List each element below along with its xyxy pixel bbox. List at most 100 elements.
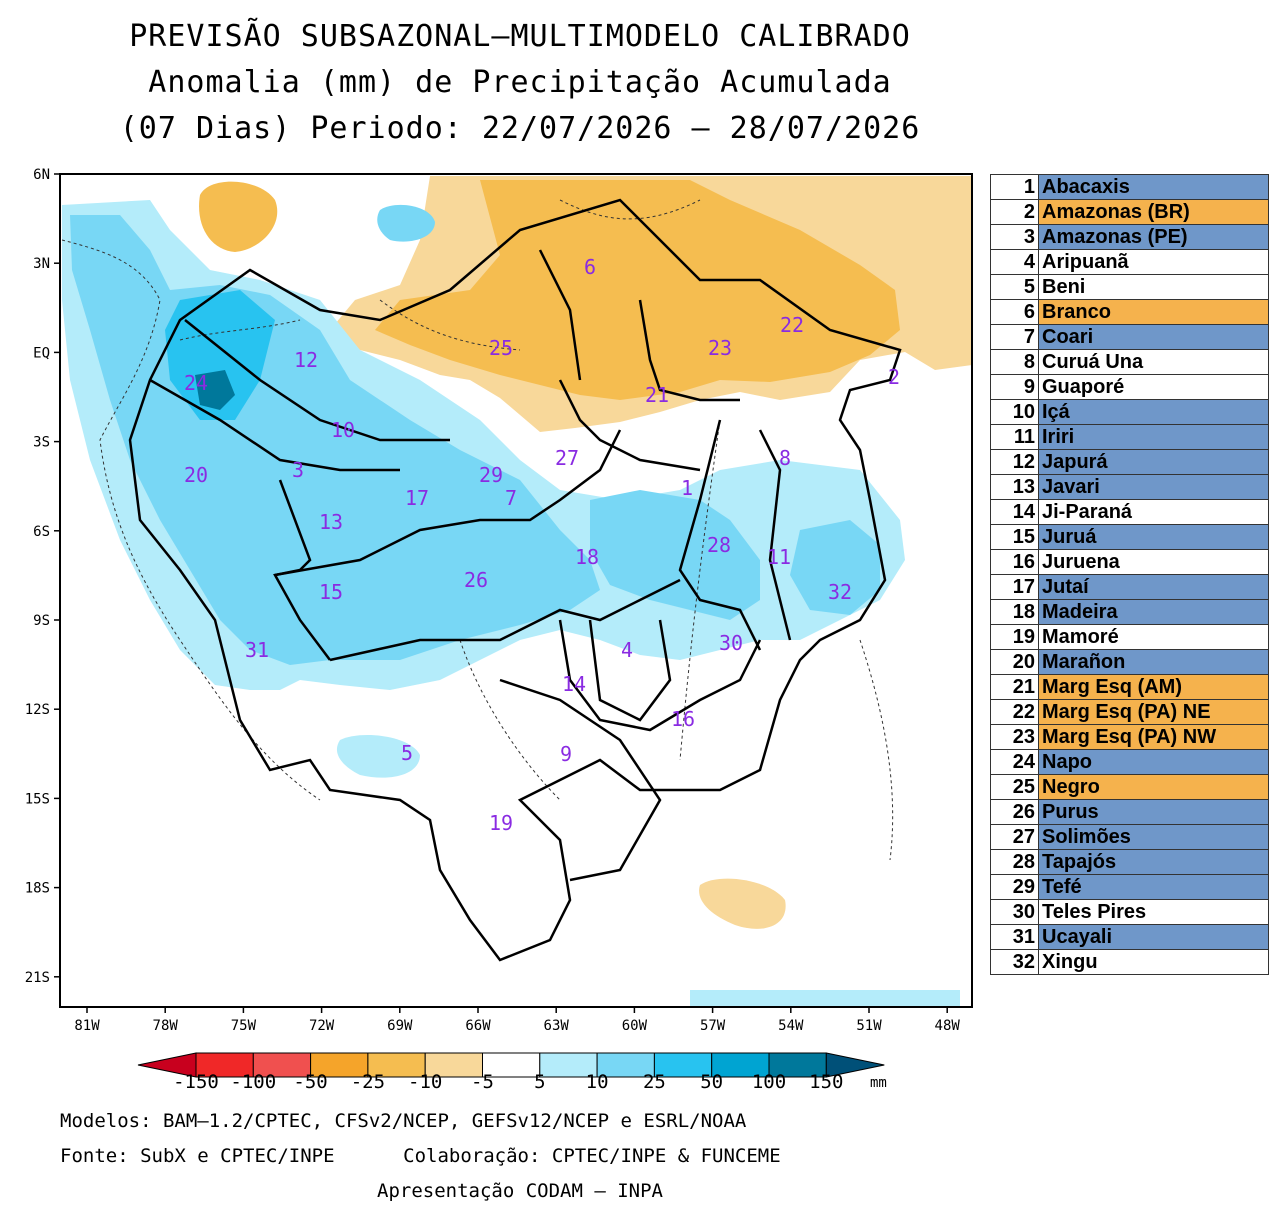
basin-divider-8 <box>538 249 582 381</box>
basin-marker-18: 18 <box>575 545 599 569</box>
colorbar-tick-label: -150 <box>173 1071 219 1093</box>
basin-name: Solimões <box>1038 824 1269 850</box>
basin-legend-row: 28 Tapajós <box>990 849 1269 875</box>
basin-legend-table: 1 Abacaxis 2 Amazonas (BR) 3 Amazonas (PE) 4 Ar… <box>990 174 1269 975</box>
basin-divider-12 <box>758 429 792 641</box>
map-title: PREVISÃO SUBSAZONAL—MULTIMODELO CALIBRAD… <box>60 14 980 152</box>
basin-name: Negro <box>1038 774 1269 800</box>
basin-number: 23 <box>990 724 1039 750</box>
title-line-2: Anomalia (mm) de Precipitação Acumulada <box>148 65 892 100</box>
basin-name: Içá <box>1038 399 1269 425</box>
basin-name: Aripuanã <box>1038 249 1269 275</box>
basin-marker-12: 12 <box>294 348 318 372</box>
basin-name: Madeira <box>1038 599 1269 625</box>
longitude-labels: 81W 78W 75W 72W 69W 66W 63W 60W 57W 54W 51W 48W <box>74 1007 960 1034</box>
basin-legend-row: 24 Napo <box>990 749 1269 775</box>
colorbar <box>137 1052 885 1078</box>
basin-number: 5 <box>990 274 1039 300</box>
lon-label: 57W <box>700 1018 726 1034</box>
latitude-labels: 6N 3N EQ 3S 6S 9S 12S 15S 18S 21S <box>25 167 60 986</box>
positive-anomaly-max <box>195 370 235 410</box>
basin-name: Xingu <box>1038 949 1269 975</box>
basin-legend-row: 5 Beni <box>990 274 1269 300</box>
basin-legend-row: 12 Japurá <box>990 449 1269 475</box>
colorbar-tick-label: -100 <box>230 1071 277 1093</box>
basin-legend-row: 26 Purus <box>990 799 1269 825</box>
map-border <box>59 173 973 1008</box>
basin-legend-row: 8 Curuá Una <box>990 349 1269 375</box>
colorbar-cells <box>137 1052 885 1078</box>
basin-number: 28 <box>990 849 1039 875</box>
basin-legend-row: 19 Mamoré <box>990 624 1269 650</box>
basin-name: Ucayali <box>1038 924 1269 950</box>
basin-number: 15 <box>990 524 1039 550</box>
basin-name: Beni <box>1038 274 1269 300</box>
basin-name: Napo <box>1038 749 1269 775</box>
basin-marker-21: 21 <box>645 383 669 407</box>
negative-anomaly-south <box>699 878 786 929</box>
lon-label: 81W <box>74 1018 100 1034</box>
basin-number: 13 <box>990 474 1039 500</box>
positive-anomaly-bottom <box>690 990 960 1007</box>
lat-label: EQ <box>33 345 50 361</box>
basin-name: Coari <box>1038 324 1269 350</box>
basin-legend-row: 27 Solimões <box>990 824 1269 850</box>
basin-divider-11 <box>499 678 662 882</box>
colorbar-tick-label: -25 <box>350 1071 386 1093</box>
basin-legend-row: 25 Negro <box>990 774 1269 800</box>
basin-name: Juruá <box>1038 524 1269 550</box>
basin-number: 2 <box>990 199 1039 225</box>
colorbar-tick-label: 10 <box>585 1071 609 1093</box>
colorbar-right-arrow <box>825 1052 885 1078</box>
colorbar-labels: -150 -100 -50 -25 -10 -5 5 10 25 50 100 150 mm <box>120 1071 920 1097</box>
basin-legend-row: 31 Ucayali <box>990 924 1269 950</box>
colorbar-tick-label: -10 <box>408 1071 443 1093</box>
negative-anomaly-medium <box>375 180 900 400</box>
colorbar-tick-label: 100 <box>751 1071 787 1093</box>
positive-anomaly-beni <box>336 735 420 778</box>
basin-number: 25 <box>990 774 1039 800</box>
colorbar-cell <box>424 1052 484 1078</box>
basin-divider-7 <box>638 299 740 402</box>
basin-number: 32 <box>990 949 1039 975</box>
basin-marker-8: 8 <box>779 446 791 470</box>
lon-label: 72W <box>309 1018 335 1034</box>
basin-legend-row: 7 Coari <box>990 324 1269 350</box>
title-line-3: (07 Dias) Periodo: 22/07/2026 — 28/07/20… <box>119 111 921 146</box>
basin-marker-27: 27 <box>555 446 579 470</box>
lat-label: 9S <box>33 613 50 629</box>
basin-legend-row: 4 Aripuanã <box>990 249 1269 275</box>
colorbar-cell <box>596 1052 655 1078</box>
basin-name: Abacaxis <box>1038 174 1269 200</box>
basin-name: Marg Esq (PA) NE <box>1038 699 1269 725</box>
basin-legend-row: 22 Marg Esq (PA) NE <box>990 699 1269 725</box>
basin-number: 1 <box>990 174 1039 200</box>
country-borders <box>61 199 894 861</box>
basin-name: Tapajós <box>1038 849 1269 875</box>
colorbar-tick-label: 5 <box>534 1071 546 1093</box>
basin-divider-4 <box>274 429 622 577</box>
basin-legend-row: 10 Içá <box>990 399 1269 425</box>
colorbar-tick-label: 150 <box>809 1071 844 1093</box>
lat-label: 3S <box>33 435 50 451</box>
positive-anomaly-xingu <box>790 520 880 615</box>
basin-marker-23: 23 <box>708 336 732 360</box>
lon-label: 60W <box>622 1018 648 1034</box>
basin-name: Tefé <box>1038 874 1269 900</box>
basin-marker-28: 28 <box>707 533 731 557</box>
lat-label: 15S <box>25 791 50 807</box>
basin-legend-body: 1 Abacaxis 2 Amazonas (BR) 3 Amazonas (PE) 4 Ar… <box>990 174 1269 975</box>
lat-label: 12S <box>25 702 50 718</box>
basin-number: 31 <box>990 924 1039 950</box>
basin-name: Iriri <box>1038 424 1269 450</box>
basin-divider-13 <box>678 419 762 651</box>
basin-legend-row: 32 Xingu <box>990 949 1269 975</box>
basin-divider-10 <box>588 619 672 722</box>
basin-marker-16: 16 <box>671 707 695 731</box>
lon-label: 75W <box>231 1018 257 1034</box>
lat-label: 18S <box>25 881 50 897</box>
basin-marker-19: 19 <box>489 811 513 835</box>
basin-number: 21 <box>990 674 1039 700</box>
basin-name: Ji-Paraná <box>1038 499 1269 525</box>
basin-number: 10 <box>990 399 1039 425</box>
